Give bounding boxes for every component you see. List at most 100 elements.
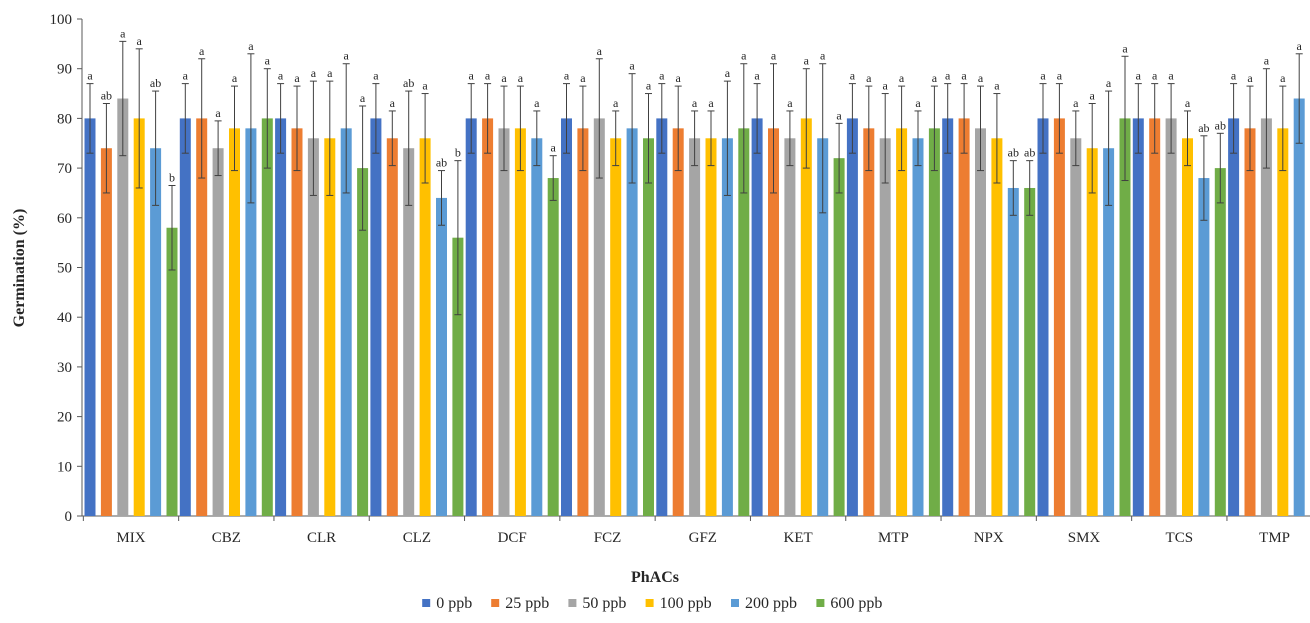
legend-swatch [491,599,499,607]
x-tick-label: GFZ [689,530,717,546]
x-tick-label: CLZ [403,530,431,546]
bar [1245,128,1256,516]
bar [643,138,654,516]
bar [863,128,874,516]
legend-swatch [422,599,430,607]
data-label: a [883,79,889,93]
legend-label: 100 ppb [660,595,712,612]
legend-label: 600 ppb [830,595,882,612]
bar [1228,118,1239,516]
bar [1024,188,1035,516]
x-tick-label: FCZ [594,530,622,546]
bar [834,158,845,516]
data-label: a [469,69,475,83]
x-tick-label: SMX [1068,530,1101,546]
data-label: a [915,96,921,110]
bar [292,128,303,516]
data-label: a [1090,88,1096,102]
legend-swatch [816,599,824,607]
bar [275,118,286,516]
legend-label: 50 ppb [582,595,626,612]
data-label: a [580,71,586,85]
bar [1166,118,1177,516]
bar [689,138,700,516]
bar [229,128,240,516]
data-label: a [87,69,93,83]
bar [896,128,907,516]
legend-label: 200 ppb [745,595,797,612]
data-label: a [278,69,284,83]
bar [548,178,559,516]
data-label: a [294,71,300,85]
data-label: a [629,59,635,73]
bar [1261,118,1272,516]
bar [991,138,1002,516]
data-label: a [945,69,951,83]
data-label: a [215,106,221,120]
data-label: a [994,79,1000,93]
y-tick-label: 40 [57,310,72,326]
data-label: ab [436,156,447,170]
data-label: a [373,69,379,83]
data-label: a [597,44,603,58]
bar [1215,168,1226,516]
data-label: ab [1198,121,1209,135]
data-label: a [518,71,524,85]
bar [880,138,891,516]
legend-label: 25 ppb [505,595,549,612]
data-label: a [1073,96,1079,110]
data-label: a [485,69,491,83]
data-label: a [1122,41,1128,55]
data-label: a [804,54,810,68]
data-label: a [676,71,682,85]
bar [1133,118,1144,516]
data-label: a [265,54,271,68]
legend-swatch [568,599,576,607]
data-label: a [551,141,557,155]
bar [801,118,812,516]
x-tick-label: DCF [498,530,527,546]
data-label: a [120,26,126,40]
bar [706,138,717,516]
bar [784,138,795,516]
bar [499,128,510,516]
bar [561,118,572,516]
bar [101,148,112,516]
data-label: a [866,71,872,85]
bar [180,118,191,516]
bar [1277,128,1288,516]
data-label: a [613,96,619,110]
data-label: a [1040,69,1046,83]
bar [482,118,493,516]
y-tick-label: 20 [57,410,72,426]
data-label: ab [1215,118,1226,132]
bar [466,118,477,516]
data-label: a [978,71,984,85]
data-label: a [961,69,967,83]
x-tick-label: TMP [1259,530,1290,546]
data-label: a [850,69,856,83]
bar [942,118,953,516]
data-label: a [899,71,905,85]
y-tick-label: 10 [57,459,72,475]
data-label: b [455,146,461,160]
y-tick-label: 60 [57,211,72,227]
bar [515,128,526,516]
data-label: a [1247,71,1253,85]
y-tick-label: 80 [57,111,72,127]
bar [387,138,398,516]
bar [975,128,986,516]
data-label: a [708,96,714,110]
data-label: a [360,91,366,105]
y-tick-label: 70 [57,161,72,177]
data-label: a [534,96,540,110]
data-label: a [754,69,760,83]
data-label: a [501,71,507,85]
bar [1149,118,1160,516]
data-label: a [932,71,938,85]
bar [752,118,763,516]
y-tick-label: 30 [57,360,72,376]
bar [627,128,638,516]
